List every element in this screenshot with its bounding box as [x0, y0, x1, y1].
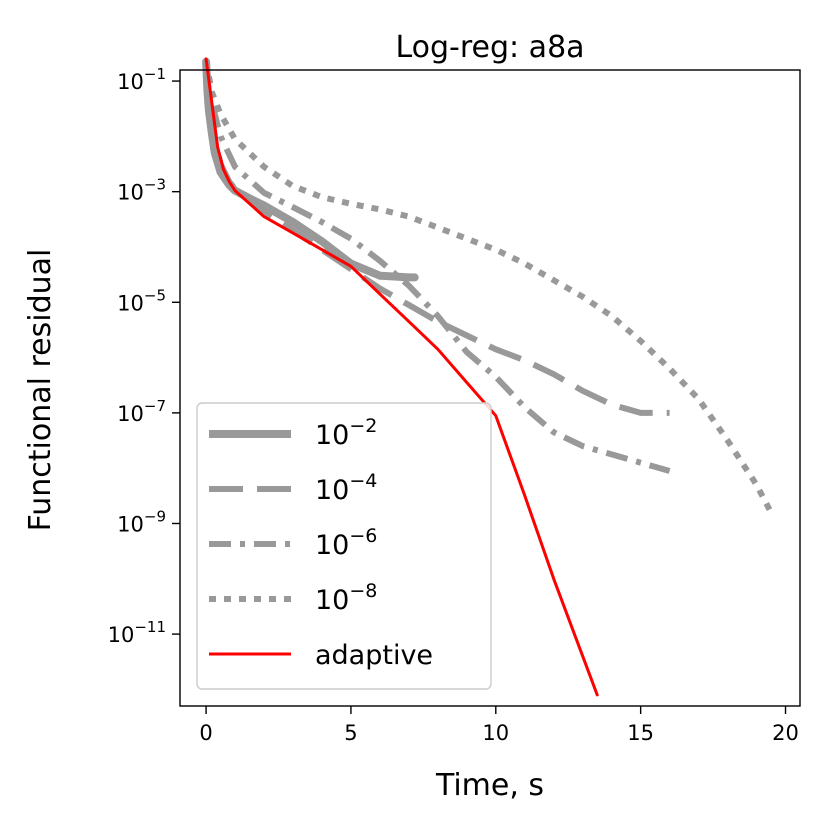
y-tick-label: 10−5	[117, 286, 166, 315]
y-tick-label: 10−1	[117, 65, 166, 94]
y-tick-label: 10−3	[117, 176, 166, 205]
legend-label: 10−8	[315, 580, 377, 616]
x-axis: 0 5 10 15 20	[199, 706, 799, 745]
plot-frame	[179, 69, 801, 707]
x-tick-label: 15	[627, 721, 654, 745]
legend-label: 10−4	[315, 470, 377, 506]
y-tick-label: 10−11	[108, 618, 166, 647]
series-line-tol-neg4	[203, 61, 670, 416]
x-axis-label: Time, s	[435, 768, 544, 803]
series-layer	[202, 57, 774, 697]
legend-label: 10−2	[315, 415, 377, 451]
series-line-tol-neg8	[203, 61, 774, 514]
legend-label: adaptive	[315, 640, 433, 671]
series-line-adaptive	[204, 57, 599, 697]
series-line-tol-neg6	[203, 61, 671, 474]
y-axis-label: Functional residual	[23, 249, 58, 532]
x-tick-label: 20	[772, 721, 799, 745]
legend: 10−2 10−4 10−6 10−8 adaptive	[196, 402, 492, 690]
y-tick-label: 10−7	[117, 397, 166, 426]
x-tick-label: 5	[344, 721, 357, 745]
x-tick-label: 10	[482, 721, 509, 745]
y-tick-label: 10−9	[117, 507, 166, 536]
chart-title: Log-reg: a8a	[395, 30, 584, 65]
x-tick-label: 0	[199, 721, 212, 745]
series-line-tol-neg2	[202, 57, 419, 282]
legend-label: 10−6	[315, 525, 377, 561]
y-axis: 10−1 10−3 10−5 10−7 10−9 10−11	[108, 65, 180, 647]
legend-box	[196, 402, 492, 690]
